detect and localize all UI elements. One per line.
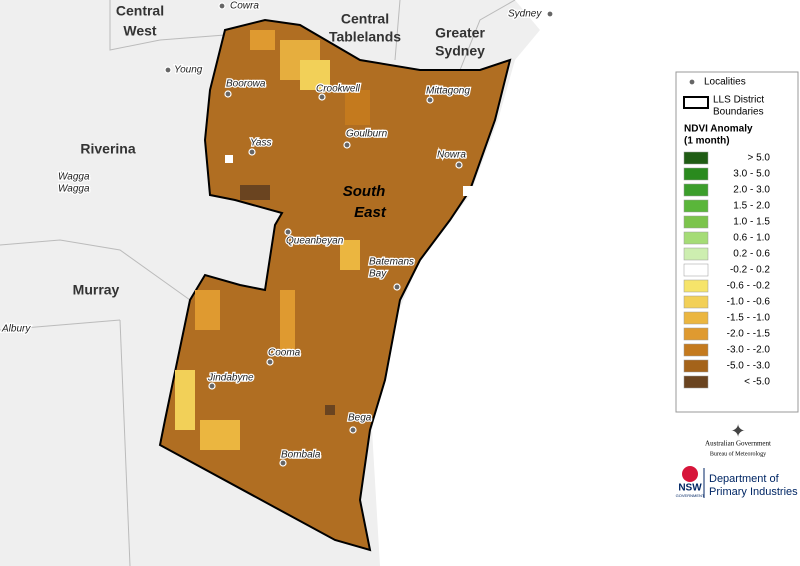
locality-label: Wagga bbox=[58, 172, 90, 183]
locality-dot bbox=[164, 66, 172, 74]
legend-swatch bbox=[683, 151, 709, 165]
legend-swatch bbox=[683, 327, 709, 341]
logo-text: Primary Industries bbox=[709, 486, 798, 498]
legend-label: > 5.0 bbox=[747, 153, 770, 164]
legend-swatch bbox=[683, 199, 709, 213]
legend-swatch bbox=[683, 167, 709, 181]
locality-dot bbox=[546, 10, 554, 18]
locality-label: Cowra bbox=[230, 1, 259, 12]
locality-label: Jindabyne bbox=[207, 373, 254, 384]
legend-label: 0.6 - 1.0 bbox=[733, 233, 770, 244]
legend-label: Localities bbox=[704, 77, 746, 88]
legend-swatch bbox=[683, 311, 709, 325]
locality-label: Crookwell bbox=[316, 84, 361, 95]
legend-swatch bbox=[683, 215, 709, 229]
locality-label: Batemans bbox=[369, 257, 414, 268]
region-label: Central bbox=[341, 11, 389, 27]
locality-dot bbox=[455, 161, 463, 169]
legend-label: -0.2 - 0.2 bbox=[730, 265, 770, 276]
legend-label: -1.5 - -1.0 bbox=[727, 313, 771, 324]
locality-label: Mittagong bbox=[426, 86, 470, 97]
locality-dot bbox=[318, 93, 326, 101]
legend-label: LLS District bbox=[713, 95, 764, 106]
region-label: Riverina bbox=[80, 141, 135, 157]
legend-boundary-symbol bbox=[683, 96, 709, 109]
locality-label: Young bbox=[174, 65, 203, 76]
crest: ✦ bbox=[730, 421, 745, 441]
district-area bbox=[158, 18, 512, 552]
locality-label: Albury bbox=[1, 324, 31, 335]
logo-text: Department of bbox=[709, 473, 780, 485]
locality-label: Sydney bbox=[508, 9, 542, 20]
legend-swatch bbox=[683, 359, 709, 373]
legend-swatch bbox=[683, 295, 709, 309]
logos: ✦ Australian Government Bureau of Meteor… bbox=[676, 421, 798, 498]
locality-dot bbox=[248, 148, 256, 156]
legend-label: -1.0 - -0.6 bbox=[727, 297, 771, 308]
locality-dot bbox=[218, 2, 226, 10]
locality-label: Goulburn bbox=[346, 129, 388, 140]
legend-label: < -5.0 bbox=[744, 377, 770, 388]
locality-dot bbox=[266, 358, 274, 366]
legend-label: Boundaries bbox=[713, 107, 764, 118]
legend-swatch bbox=[683, 263, 709, 277]
locality-label: Wagga bbox=[58, 184, 90, 195]
region-label: Murray bbox=[73, 282, 120, 298]
legend-swatch bbox=[683, 247, 709, 261]
locality-label: Queanbeyan bbox=[286, 236, 344, 247]
district-label: East bbox=[354, 204, 387, 221]
district-label: South bbox=[343, 183, 386, 200]
legend-swatch bbox=[683, 375, 709, 389]
locality-dot bbox=[208, 382, 216, 390]
legend-label: 2.0 - 3.0 bbox=[733, 185, 770, 196]
locality-dot bbox=[284, 228, 292, 236]
locality-label: Cooma bbox=[268, 348, 301, 359]
waratah bbox=[682, 466, 698, 482]
sea bbox=[372, 0, 672, 566]
locality-dot bbox=[279, 459, 287, 467]
legend-label: -0.6 - -0.2 bbox=[727, 281, 771, 292]
region-label: Central bbox=[116, 3, 164, 19]
locality-label: Bombala bbox=[281, 450, 321, 461]
region-label: West bbox=[123, 23, 157, 39]
legend-title: NDVI Anomaly bbox=[684, 124, 753, 135]
legend-label: 1.0 - 1.5 bbox=[733, 217, 770, 228]
region-label: Sydney bbox=[435, 43, 485, 59]
legend-locality-symbol bbox=[688, 78, 696, 86]
locality-dot bbox=[393, 283, 401, 291]
legend-label: 3.0 - 5.0 bbox=[733, 169, 770, 180]
logo-text: Australian Government bbox=[705, 440, 771, 448]
legend-label: -3.0 - -2.0 bbox=[727, 345, 771, 356]
locality-dot bbox=[58, 170, 66, 178]
locality-label: Bay bbox=[369, 269, 387, 280]
legend-title: (1 month) bbox=[684, 136, 730, 147]
logo-text: NSW bbox=[678, 483, 702, 494]
logo-text: Bureau of Meteorology bbox=[710, 450, 766, 457]
region-label: Tablelands bbox=[329, 29, 401, 45]
legend-swatch bbox=[683, 183, 709, 197]
locality-label: Nowra bbox=[437, 150, 466, 161]
ndvi-patches bbox=[175, 30, 475, 450]
legend-label: -5.0 - -3.0 bbox=[727, 361, 771, 372]
locality-dot bbox=[343, 141, 351, 149]
legend-swatch bbox=[683, 231, 709, 245]
locality-dot bbox=[426, 96, 434, 104]
boundaries bbox=[0, 0, 516, 566]
legend-label: 1.5 - 2.0 bbox=[733, 201, 770, 212]
locality-label: Boorowa bbox=[226, 79, 266, 90]
region-label: Greater bbox=[435, 25, 485, 41]
locality-label: Bega bbox=[348, 413, 372, 424]
logo-text: GOVERNMENT bbox=[676, 493, 705, 498]
legend-label: 0.2 - 0.6 bbox=[733, 249, 770, 260]
legend-swatch bbox=[683, 279, 709, 293]
locality-label: Yass bbox=[250, 138, 272, 149]
legend-swatch bbox=[683, 343, 709, 357]
locality-dot bbox=[1, 325, 9, 333]
locality-dot bbox=[349, 426, 357, 434]
locality-dot bbox=[224, 90, 232, 98]
legend-label: -2.0 - -1.5 bbox=[727, 329, 771, 340]
